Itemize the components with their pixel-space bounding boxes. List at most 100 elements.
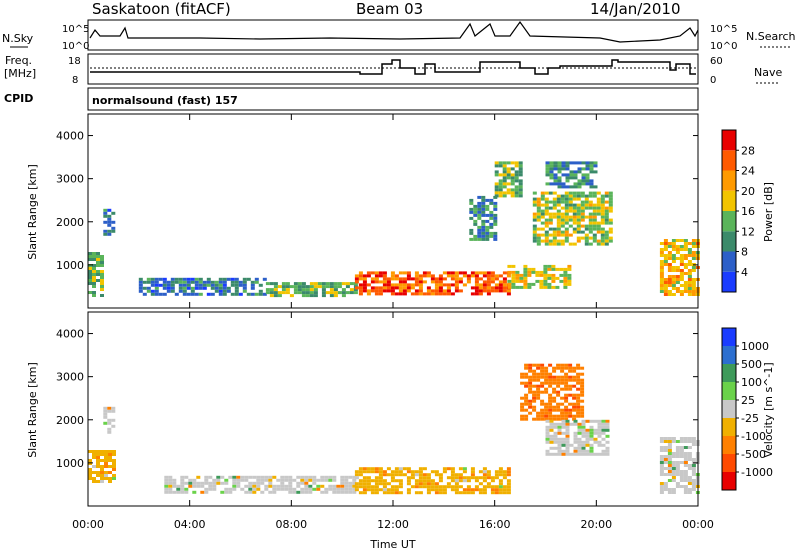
heatmap-cell [284,484,289,488]
heatmap-cell [485,231,490,235]
heatmap-cell [667,479,672,482]
date-title: 14/Jan/2010 [590,0,681,18]
heatmap-cell [378,470,383,474]
heatmap-cell [552,396,557,400]
heatmap-cell [552,381,557,385]
heatmap-cell [312,487,317,491]
heatmap-cell [691,443,696,446]
heatmap-cell [549,422,554,426]
heatmap-cell [544,224,549,228]
heatmap-cell [96,474,100,477]
heatmap-cell [671,269,676,272]
heatmap-cell [490,286,495,290]
heatmap-cell [691,290,696,293]
heatmap-cell [524,399,529,403]
heatmap-cell [560,233,565,237]
heatmap-cell [667,437,672,440]
heatmap-cell [667,473,672,476]
heatmap-cell [92,273,96,276]
heatmap-cell [104,453,108,456]
heatmap-cell [556,200,561,204]
heatmap-cell [226,286,231,290]
freq-label-2: [MHz] [4,67,36,80]
heatmap-cell [142,280,147,284]
heatmap-cell [572,209,577,213]
heatmap-cell [458,491,463,495]
heatmap-cell [519,273,524,277]
heatmap-cell [301,282,306,286]
heatmap-cell [580,378,585,382]
heatmap-cell [442,289,447,293]
heatmap-cell [370,271,375,275]
colorbar-tick-label: 16 [741,205,755,218]
heatmap-cell [524,417,529,421]
heatmap-cell [552,399,557,403]
heatmap-cell [100,468,104,471]
heatmap-cell [482,491,487,495]
heatmap-cell [572,366,577,370]
heatmap-cell [548,381,553,385]
heatmap-cell [569,176,574,180]
heatmap-cell [92,282,96,285]
heatmap-cell [352,490,357,494]
heatmap-cell [544,230,549,234]
heatmap-cell [107,421,112,425]
heatmap-cell [580,191,585,195]
heatmap-cell [482,467,487,471]
heatmap-cell [565,422,570,426]
heatmap-cell [112,459,116,462]
heatmap-cell [588,227,593,231]
heatmap-cell [406,283,411,287]
heatmap-cell [485,228,490,232]
heatmap-cell [581,173,586,177]
heatmap-cell [584,224,589,228]
heatmap-cell [481,234,486,238]
heatmap-cell [226,289,231,293]
heatmap-cell [560,230,565,234]
heatmap-cell [565,419,570,423]
heatmap-cell [366,467,371,471]
heatmap-cell [321,285,326,289]
heatmap-cell [370,289,375,293]
heatmap-cell [374,280,379,284]
heatmap-cell [540,414,545,418]
heatmap-cell [527,273,532,277]
heatmap-cell [490,271,495,275]
heatmap-cell [362,467,367,471]
heatmap-cell [470,491,475,495]
heatmap-cell [390,283,395,287]
heatmap-cell [390,473,395,477]
heatmap-cell [438,476,443,480]
heatmap-cell [539,282,544,286]
heatmap-cell [154,289,159,293]
heatmap-cell [523,276,528,280]
heatmap-cell [462,467,467,471]
heatmap-cell [601,422,606,426]
heatmap-cell [166,286,171,290]
heatmap-cell [422,479,427,483]
heatmap-cell [394,491,399,495]
heatmap-cell [454,280,459,284]
heatmap-cell [687,272,692,275]
heatmap-cell [536,218,541,222]
heatmap-cell [576,399,581,403]
heatmap-cell [354,476,359,480]
heatmap-cell [192,478,197,482]
heatmap-cell [671,245,676,248]
heatmap-cell [289,294,294,298]
heatmap-cell [454,488,459,492]
heatmap-cell [683,272,688,275]
heatmap-cell [390,476,395,480]
heatmap-cell [589,452,594,456]
heatmap-cell [426,491,431,495]
heatmap-cell [691,482,696,485]
heatmap-cell [366,292,371,296]
heatmap-cell [548,227,553,231]
heatmap-cell [584,233,589,237]
heatmap-cell [358,473,363,477]
heatmap-cell [458,479,463,483]
heatmap-cell [543,279,548,283]
heatmap-cell [242,286,247,290]
heatmap-cell [561,173,566,177]
